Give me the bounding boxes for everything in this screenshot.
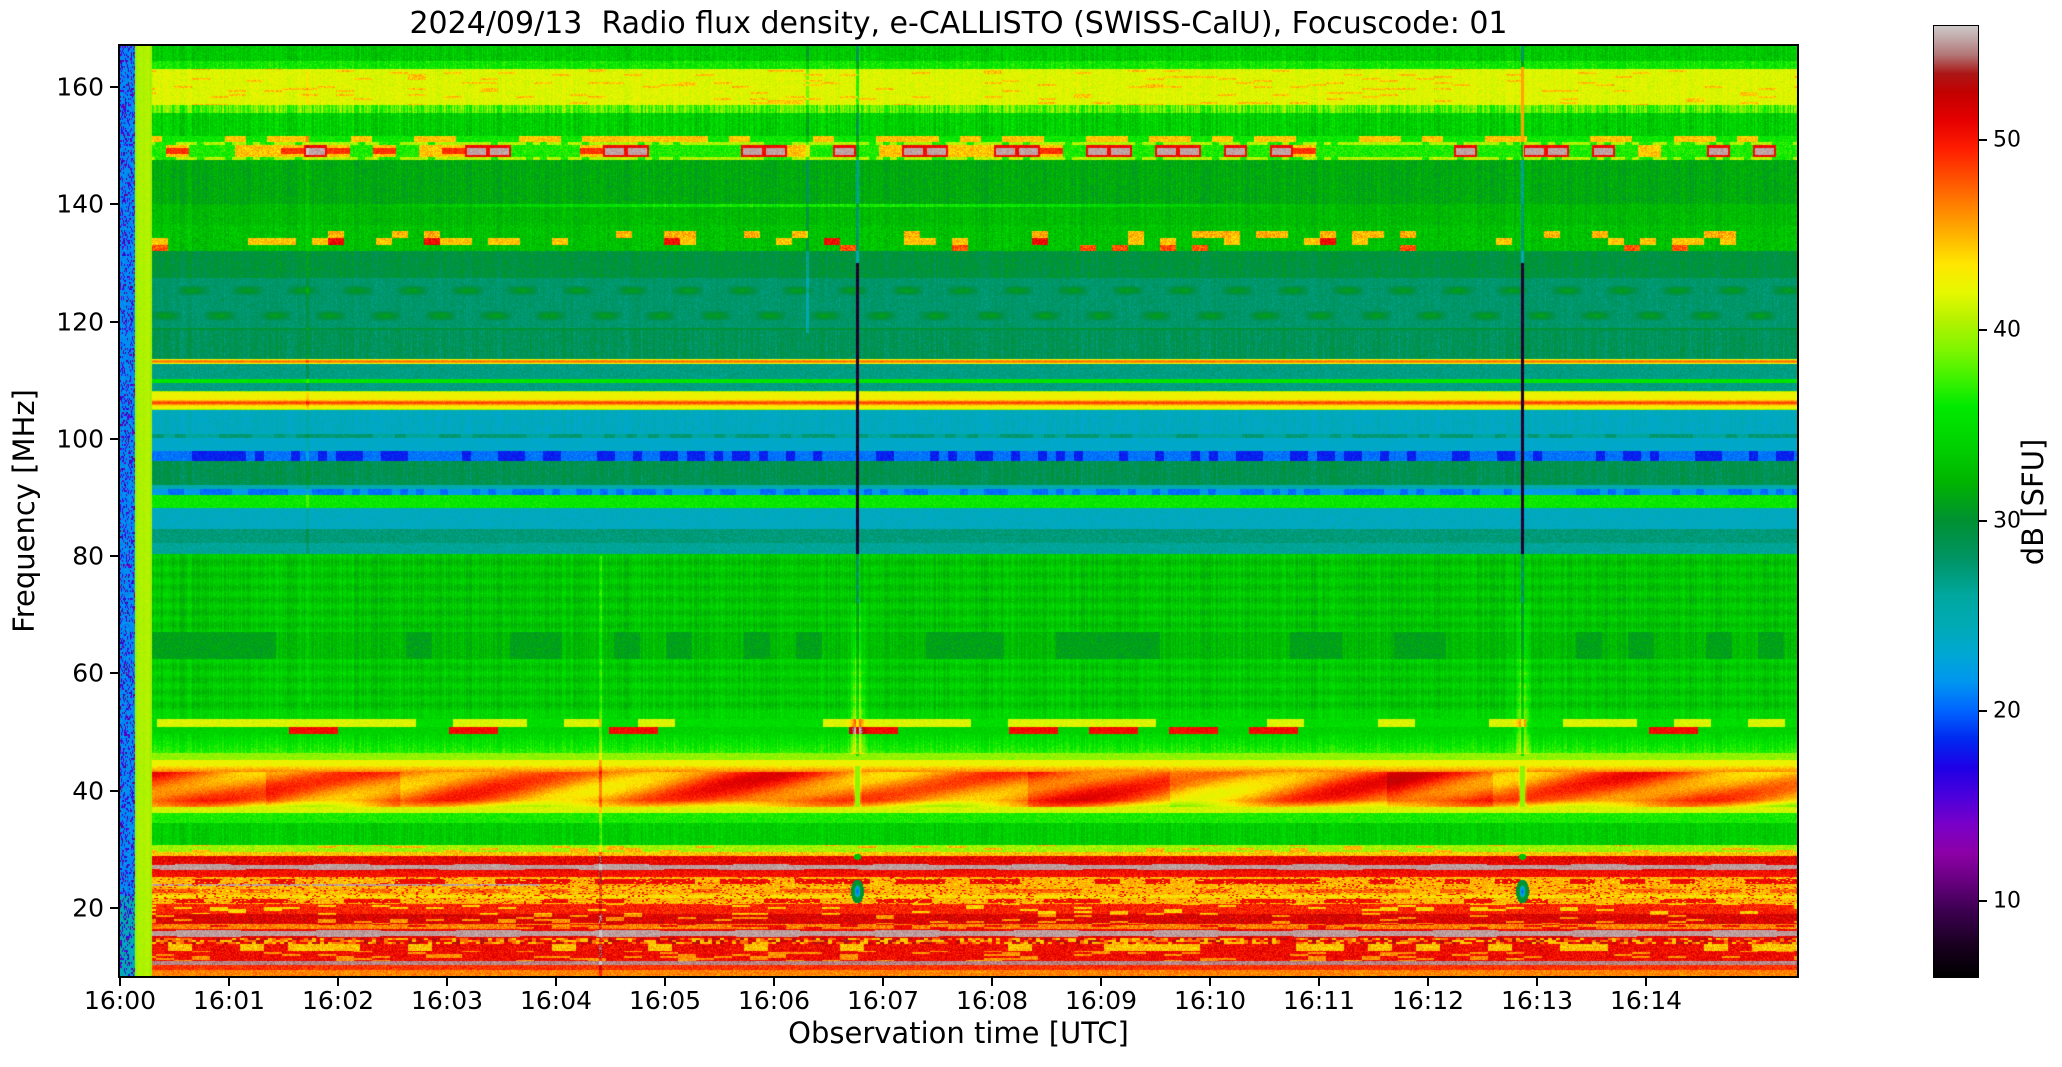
colorbar-tick-label: 50 [1993, 127, 2021, 153]
x-tick-mark [446, 977, 448, 986]
x-tick-label: 16:04 [519, 986, 593, 1015]
y-tick-mark [110, 789, 119, 792]
x-tick-label: 16:08 [955, 986, 1029, 1015]
x-tick-mark [119, 977, 121, 986]
colorbar-gradient [1934, 26, 1978, 977]
x-tick-mark [337, 977, 339, 986]
x-tick-label: 16:07 [846, 986, 920, 1015]
x-tick-label: 16:09 [1064, 986, 1138, 1015]
y-tick-label: 100 [56, 424, 104, 454]
x-tick-label: 16:11 [1282, 986, 1356, 1015]
chart-title: 2024/09/13 Radio flux density, e-CALLIST… [409, 6, 1508, 41]
x-tick-mark [228, 977, 230, 986]
x-tick-label: 16:00 [83, 986, 157, 1015]
colorbar-tick-label: 10 [1993, 888, 2021, 914]
y-tick-mark [110, 555, 119, 558]
x-tick-mark [555, 977, 557, 986]
colorbar-tick-mark [1979, 139, 1987, 142]
x-tick-label: 16:10 [1173, 986, 1247, 1015]
x-tick-mark [664, 977, 666, 986]
y-tick-label: 160 [56, 72, 104, 102]
spectrogram-canvas [120, 46, 1797, 976]
x-tick-label: 16:03 [410, 986, 484, 1015]
x-tick-mark [882, 977, 884, 986]
y-tick-mark [110, 672, 119, 675]
x-tick-label: 16:06 [737, 986, 811, 1015]
x-tick-mark [1536, 977, 1538, 986]
y-tick-label: 40 [72, 776, 104, 806]
x-tick-mark [1100, 977, 1102, 986]
colorbar-tick-mark [1979, 329, 1987, 332]
y-tick-mark [110, 86, 119, 89]
y-tick-label: 80 [72, 541, 104, 571]
colorbar-tick-mark [1979, 709, 1987, 712]
colorbar-tick-mark [1979, 519, 1987, 522]
x-tick-label: 16:14 [1609, 986, 1683, 1015]
colorbar-tick-label: 20 [1993, 698, 2021, 724]
colorbar-label: dB [SFU] [2016, 438, 2050, 566]
x-tick-label: 16:02 [301, 986, 375, 1015]
colorbar-tick-mark [1979, 899, 1987, 902]
colorbar [1933, 25, 1979, 978]
y-tick-mark [110, 437, 119, 440]
y-axis-label: Frequency [MHz] [7, 389, 41, 633]
y-tick-mark [110, 203, 119, 206]
x-tick-label: 16:01 [192, 986, 266, 1015]
x-tick-mark [991, 977, 993, 986]
y-tick-mark [110, 320, 119, 323]
x-tick-mark [1209, 977, 1211, 986]
x-tick-label: 16:13 [1500, 986, 1574, 1015]
y-tick-label: 20 [72, 893, 104, 923]
plot-area [118, 44, 1799, 978]
colorbar-tick-label: 40 [1993, 317, 2021, 343]
y-tick-label: 120 [56, 307, 104, 337]
y-tick-mark [110, 906, 119, 909]
x-axis-label: Observation time [UTC] [788, 1016, 1129, 1050]
colorbar-tick-label: 30 [1993, 508, 2021, 534]
x-tick-mark [773, 977, 775, 986]
x-tick-mark [1645, 977, 1647, 986]
x-tick-label: 16:12 [1391, 986, 1465, 1015]
x-tick-mark [1427, 977, 1429, 986]
x-tick-mark [1318, 977, 1320, 986]
x-tick-label: 16:05 [628, 986, 702, 1015]
y-tick-label: 140 [56, 189, 104, 219]
y-tick-label: 60 [72, 658, 104, 688]
